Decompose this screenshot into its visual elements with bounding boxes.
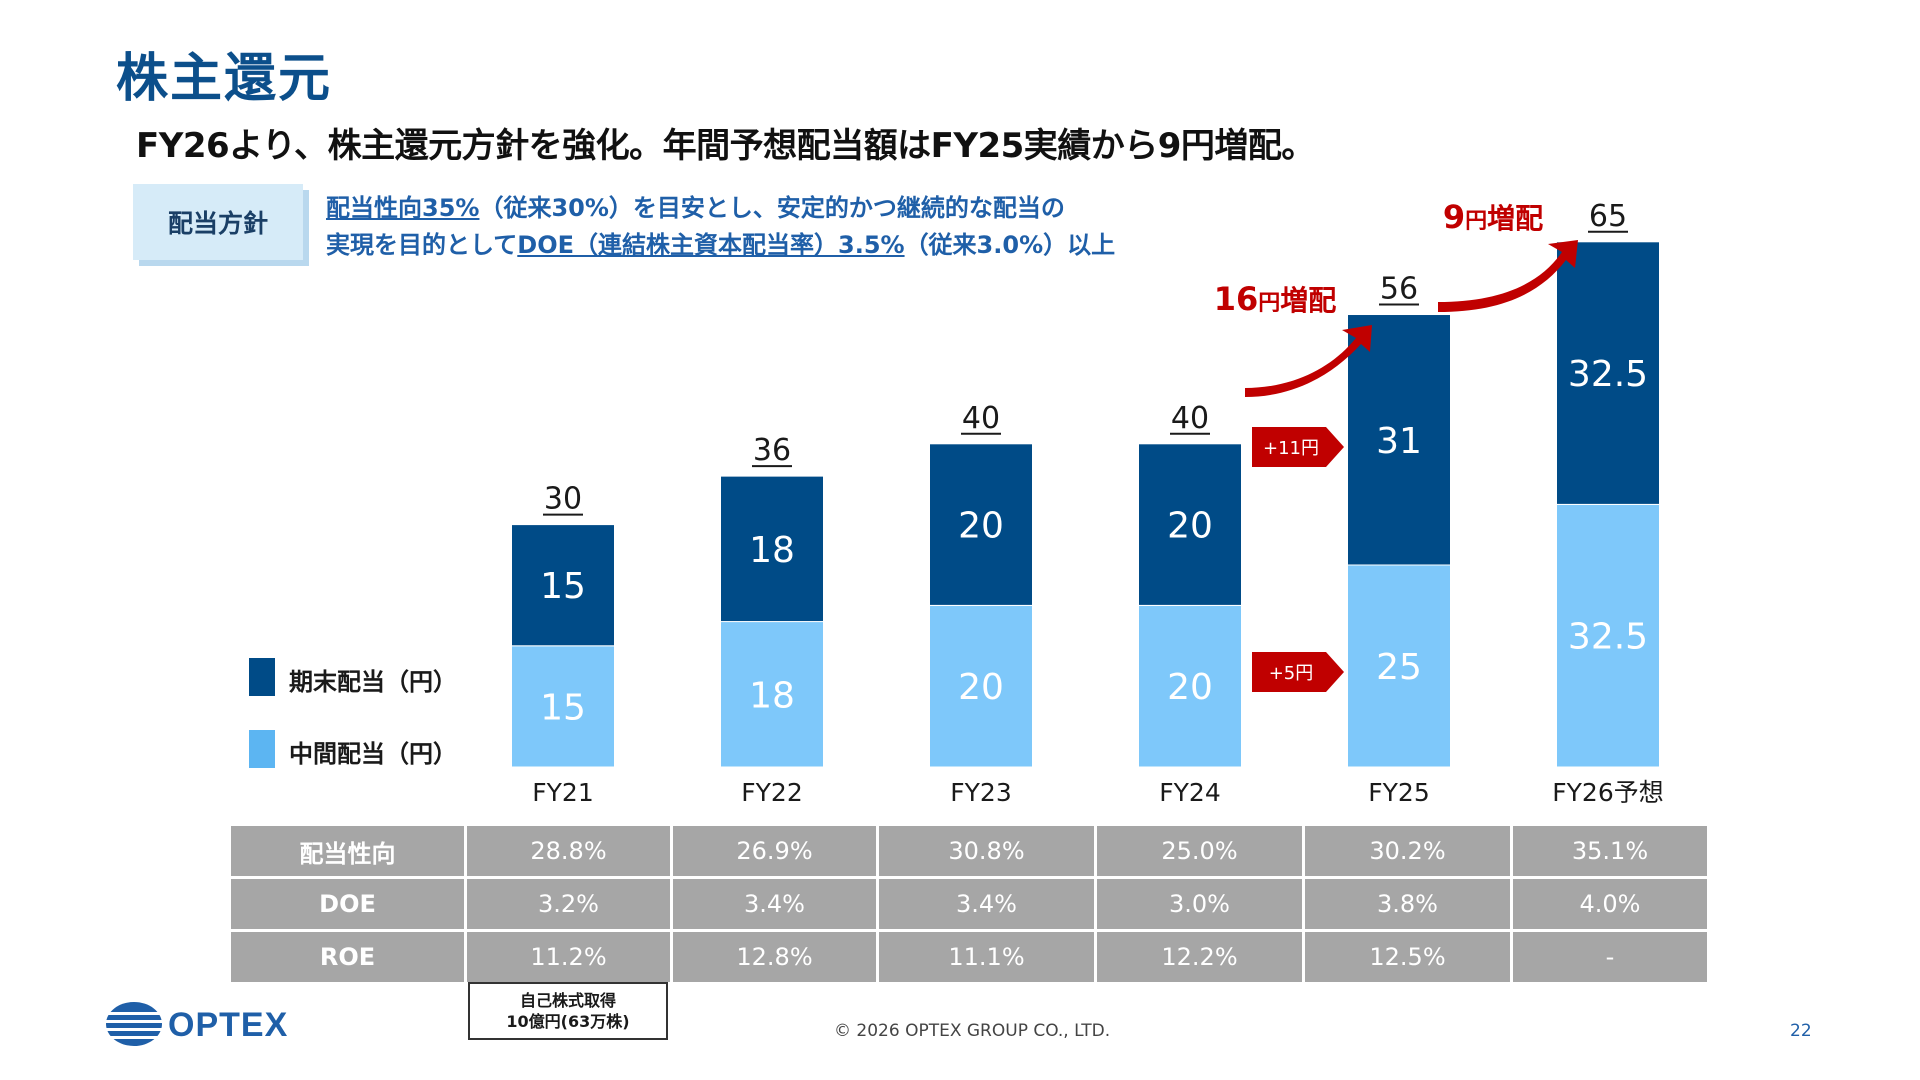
table-cell: 3.8% (1305, 879, 1513, 929)
legend-swatch-period-end (249, 658, 275, 696)
total-label: 65 (1589, 199, 1627, 234)
row-label-doe: DOE (231, 879, 467, 929)
table-cell: 4.0% (1513, 879, 1707, 929)
bar-period-end (1138, 443, 1242, 606)
page-number: 22 (1790, 1021, 1812, 1041)
table-cell: 3.4% (673, 879, 879, 929)
legend-swatch-interim (249, 730, 275, 768)
policy-doe-target: DOE（連結株主資本配当率）3.5% (517, 231, 905, 259)
policy-payout-target: 配当性向35% (326, 194, 480, 222)
period-end-delta-callout-shape (1252, 427, 1344, 467)
table-cell: 12.2% (1097, 932, 1305, 982)
x-tick-label: FY23 (950, 778, 1011, 807)
x-tick-label: FY22 (741, 778, 802, 807)
value-label-period-end: 20 (958, 506, 1004, 547)
x-tick-label: FY24 (1159, 778, 1220, 807)
value-label-period-end: 15 (540, 566, 586, 607)
row-label-roe: ROE (231, 932, 467, 982)
metrics-table: 配当性向 28.8% 26.9% 30.8% 25.0% 30.2% 35.1%… (231, 826, 1707, 985)
page-title: 株主還元 (116, 49, 333, 109)
table-cell: 30.8% (879, 826, 1097, 876)
optex-logo: OPTEX (104, 1002, 288, 1046)
policy-line-1-rest: （従来30%）を目安とし、安定的かつ継続的な配当の (479, 194, 1065, 222)
row-label-payout: 配当性向 (231, 826, 467, 876)
legend-label-interim: 中間配当（円） (289, 740, 457, 768)
total-label: 56 (1380, 272, 1418, 307)
bar-interim (511, 645, 615, 768)
bar-period-end (1347, 314, 1451, 566)
value-label-interim: 15 (540, 687, 586, 728)
copyright: © 2026 OPTEX GROUP CO., LTD. (834, 1021, 1111, 1041)
value-label-period-end: 20 (1167, 506, 1213, 547)
table-row: 配当性向 28.8% 26.9% 30.8% 25.0% 30.2% 35.1% (231, 826, 1707, 876)
table-cell: 12.8% (673, 932, 879, 982)
total-label: 40 (1171, 401, 1209, 436)
value-label-period-end: 31 (1376, 421, 1422, 462)
bar-interim (1347, 564, 1451, 768)
increase-arrow-fy26 (1438, 240, 1578, 312)
total-label: 30 (544, 482, 582, 517)
buyback-line-2: 10億円(63万株) (506, 1012, 630, 1031)
table-cell: 28.8% (467, 826, 673, 876)
value-label-interim: 32.5 (1568, 617, 1648, 658)
policy-line-2: 実現を目的としてDOE（連結株主資本配当率）3.5%（従来3.0%）以上 (326, 225, 1115, 260)
bar-interim (929, 604, 1033, 768)
total-label: 40 (962, 401, 1000, 436)
bar-period-end (1556, 241, 1660, 505)
value-label-interim: 20 (958, 667, 1004, 708)
value-label-period-end: 18 (749, 530, 795, 571)
interim-delta-callout-text: +5円 (1269, 663, 1314, 684)
table-row: ROE 11.2% 12.8% 11.1% 12.2% 12.5% - (231, 932, 1707, 982)
increase-arrow-fy25 (1245, 325, 1372, 397)
bar-interim (720, 621, 824, 768)
policy-line-1: 配当性向35%（従来30%）を目安とし、安定的かつ継続的な配当の (326, 188, 1065, 223)
share-buyback-note: 自己株式取得 10億円(63万株) (468, 982, 668, 1040)
table-cell: 3.4% (879, 879, 1097, 929)
policy-line-2-rest: （従来3.0%）以上 (904, 231, 1116, 259)
x-tick-label: FY21 (532, 778, 593, 807)
bar-interim (1556, 503, 1660, 768)
page-subtitle: FY26より、株主還元方針を強化。年間予想配当額はFY25実績から9円増配。 (136, 126, 1315, 166)
optex-logo-wordmark: OPTEX (168, 1006, 288, 1044)
value-label-period-end: 32.5 (1568, 354, 1648, 395)
increase-label-fy25: 16円増配 (1214, 280, 1337, 318)
table-row: DOE 3.2% 3.4% 3.4% 3.0% 3.8% 4.0% (231, 879, 1707, 929)
bar-period-end (929, 443, 1033, 606)
table-cell: 30.2% (1305, 826, 1513, 876)
buyback-line-1: 自己株式取得 (519, 991, 616, 1010)
legend-label-period-end: 期末配当（円） (289, 668, 457, 696)
table-cell: - (1513, 932, 1707, 982)
bar-period-end (511, 524, 615, 647)
x-tick-label: FY26予想 (1552, 778, 1663, 807)
table-cell: 11.2% (467, 932, 673, 982)
table-cell: 3.2% (467, 879, 673, 929)
policy-line-2-plain: 実現を目的として (326, 231, 518, 259)
table-cell: 3.0% (1097, 879, 1305, 929)
table-cell: 11.1% (879, 932, 1097, 982)
interim-delta-callout-shape (1252, 652, 1344, 692)
total-label: 36 (753, 433, 791, 468)
dividend-policy-label: 配当方針 (133, 184, 303, 260)
period-end-delta-callout-text: +11円 (1263, 438, 1319, 459)
increase-label-fy26: 9円増配 (1443, 198, 1543, 236)
value-label-interim: 20 (1167, 667, 1213, 708)
table-cell: 12.5% (1305, 932, 1513, 982)
table-cell: 25.0% (1097, 826, 1305, 876)
table-cell: 26.9% (673, 826, 879, 876)
optex-logo-mark (104, 1002, 164, 1046)
bar-period-end (720, 475, 824, 623)
dividend-chart: 15 15 30 FY21 18 18 36 FY22 20 20 40 FY23 20 20 40 FY24… (511, 198, 1664, 807)
x-tick-label: FY25 (1368, 778, 1429, 807)
value-label-interim: 18 (749, 675, 795, 716)
value-label-interim: 25 (1376, 647, 1422, 688)
table-cell: 35.1% (1513, 826, 1707, 876)
bar-interim (1138, 604, 1242, 768)
